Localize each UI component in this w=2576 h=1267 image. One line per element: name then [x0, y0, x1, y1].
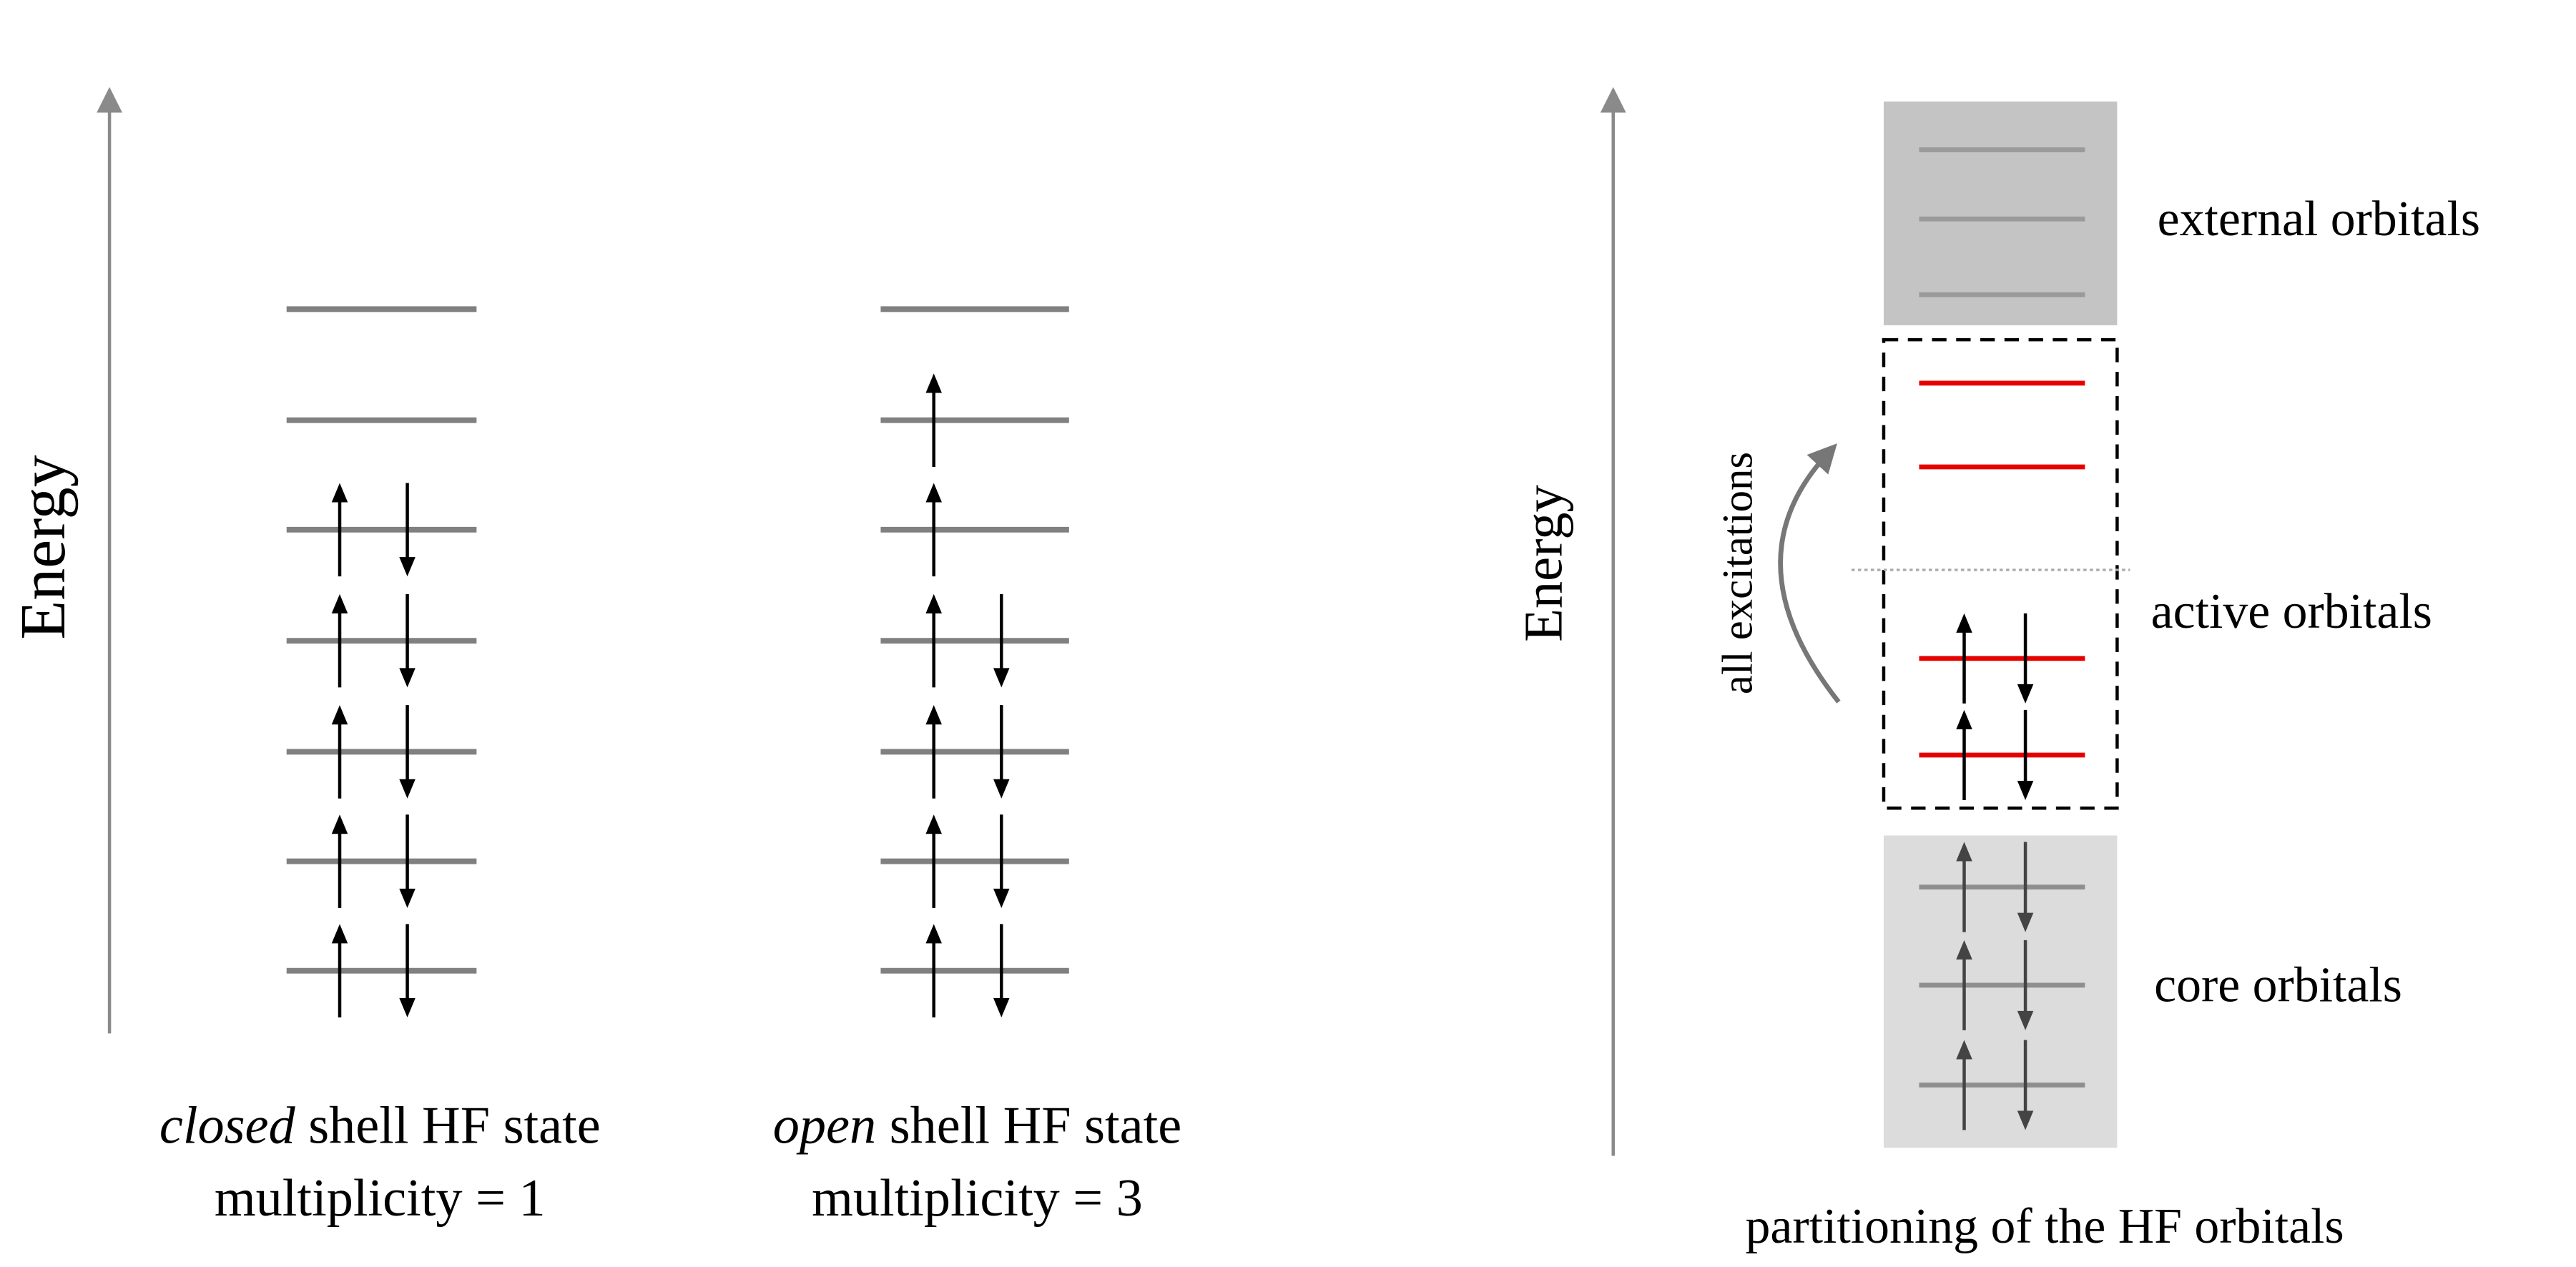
orbital-level	[286, 924, 477, 1017]
open-caption-rest: shell HF state	[876, 1097, 1181, 1155]
spin-up-electron-icon	[925, 705, 942, 799]
spin-up-electron-icon	[331, 814, 348, 908]
orbital-level	[1919, 940, 2085, 1030]
spin-down-electron-icon	[993, 705, 1010, 799]
spin-down-electron-icon	[2017, 940, 2034, 1030]
spin-down-electron-icon	[2017, 709, 2034, 801]
orbital-level	[286, 483, 477, 577]
orbital-level	[880, 483, 1069, 577]
core-orbitals-label: core orbitals	[2154, 957, 2402, 1012]
spin-down-electron-icon	[399, 593, 416, 688]
spin-down-electron-icon	[2017, 842, 2034, 932]
spin-up-electron-icon	[925, 483, 942, 577]
closed-open-panel: Energy closed shell HF state multiplicit…	[8, 87, 1182, 1228]
closed-shell-caption: closed shell HF state	[159, 1097, 601, 1155]
spin-down-electron-icon	[2017, 1040, 2034, 1130]
orbital-level	[1919, 842, 2085, 932]
spin-up-electron-icon	[925, 593, 942, 688]
spin-down-electron-icon	[993, 814, 1010, 908]
spin-up-electron-icon	[925, 814, 942, 908]
orbital-level	[286, 814, 477, 908]
closed-shell-multiplicity: multiplicity = 1	[215, 1169, 546, 1228]
orbital-level	[286, 593, 477, 688]
active-levels	[1919, 380, 2085, 801]
closed-shell-levels	[286, 306, 477, 1017]
spin-up-electron-icon	[1956, 1040, 1972, 1130]
spin-up-electron-icon	[1956, 842, 1972, 932]
closed-word: closed	[159, 1097, 296, 1155]
orbital-level	[1919, 1040, 2085, 1130]
energy-axis-label-left: Energy	[8, 455, 79, 639]
spin-up-electron-icon	[1956, 709, 1972, 801]
spin-up-electron-icon	[331, 705, 348, 799]
spin-down-electron-icon	[993, 593, 1010, 688]
spin-down-electron-icon	[399, 924, 416, 1017]
open-word: open	[773, 1097, 876, 1155]
orbital-level	[1919, 709, 2085, 801]
core-orbitals-box	[1883, 835, 2118, 1148]
spin-up-electron-icon	[331, 924, 348, 1017]
spin-up-electron-icon	[925, 373, 942, 467]
orbital-level	[286, 705, 477, 799]
orbital-level	[880, 924, 1069, 1017]
active-orbitals-label: active orbitals	[2151, 584, 2432, 639]
spin-down-electron-icon	[993, 924, 1010, 1017]
open-shell-multiplicity: multiplicity = 3	[812, 1169, 1143, 1228]
orbital-level	[880, 373, 1069, 467]
orbital-level	[1919, 613, 2085, 704]
open-shell-caption: open shell HF state	[773, 1097, 1182, 1155]
spin-down-electron-icon	[399, 705, 416, 799]
open-shell-levels	[880, 306, 1069, 1017]
spin-up-electron-icon	[1956, 940, 1972, 1030]
orbital-level	[880, 593, 1069, 688]
all-excitations-label: all excitations	[1714, 452, 1761, 694]
orbital-level	[880, 705, 1069, 799]
spin-up-electron-icon	[331, 593, 348, 688]
spin-down-electron-icon	[2017, 613, 2034, 704]
energy-axis-label-right: Energy	[1513, 485, 1574, 642]
spin-down-electron-icon	[399, 814, 416, 908]
external-orbitals-label: external orbitals	[2158, 192, 2480, 247]
external-orbitals-box	[1883, 101, 2118, 325]
spin-up-electron-icon	[1956, 613, 1972, 704]
spin-up-electron-icon	[331, 483, 348, 577]
active-orbitals-box	[1882, 337, 2119, 810]
partitioning-panel: Energy all excitations external orbitals…	[1513, 87, 2480, 1254]
excitation-curved-arrow	[1778, 443, 1841, 704]
orbital-level	[880, 814, 1069, 908]
core-levels	[1919, 842, 2085, 1130]
external-levels	[1919, 147, 2085, 297]
closed-caption-rest: shell HF state	[295, 1097, 601, 1155]
spin-up-electron-icon	[925, 924, 942, 1017]
spin-down-electron-icon	[399, 483, 416, 577]
partitioning-caption: partitioning of the HF orbitals	[1746, 1199, 2344, 1254]
